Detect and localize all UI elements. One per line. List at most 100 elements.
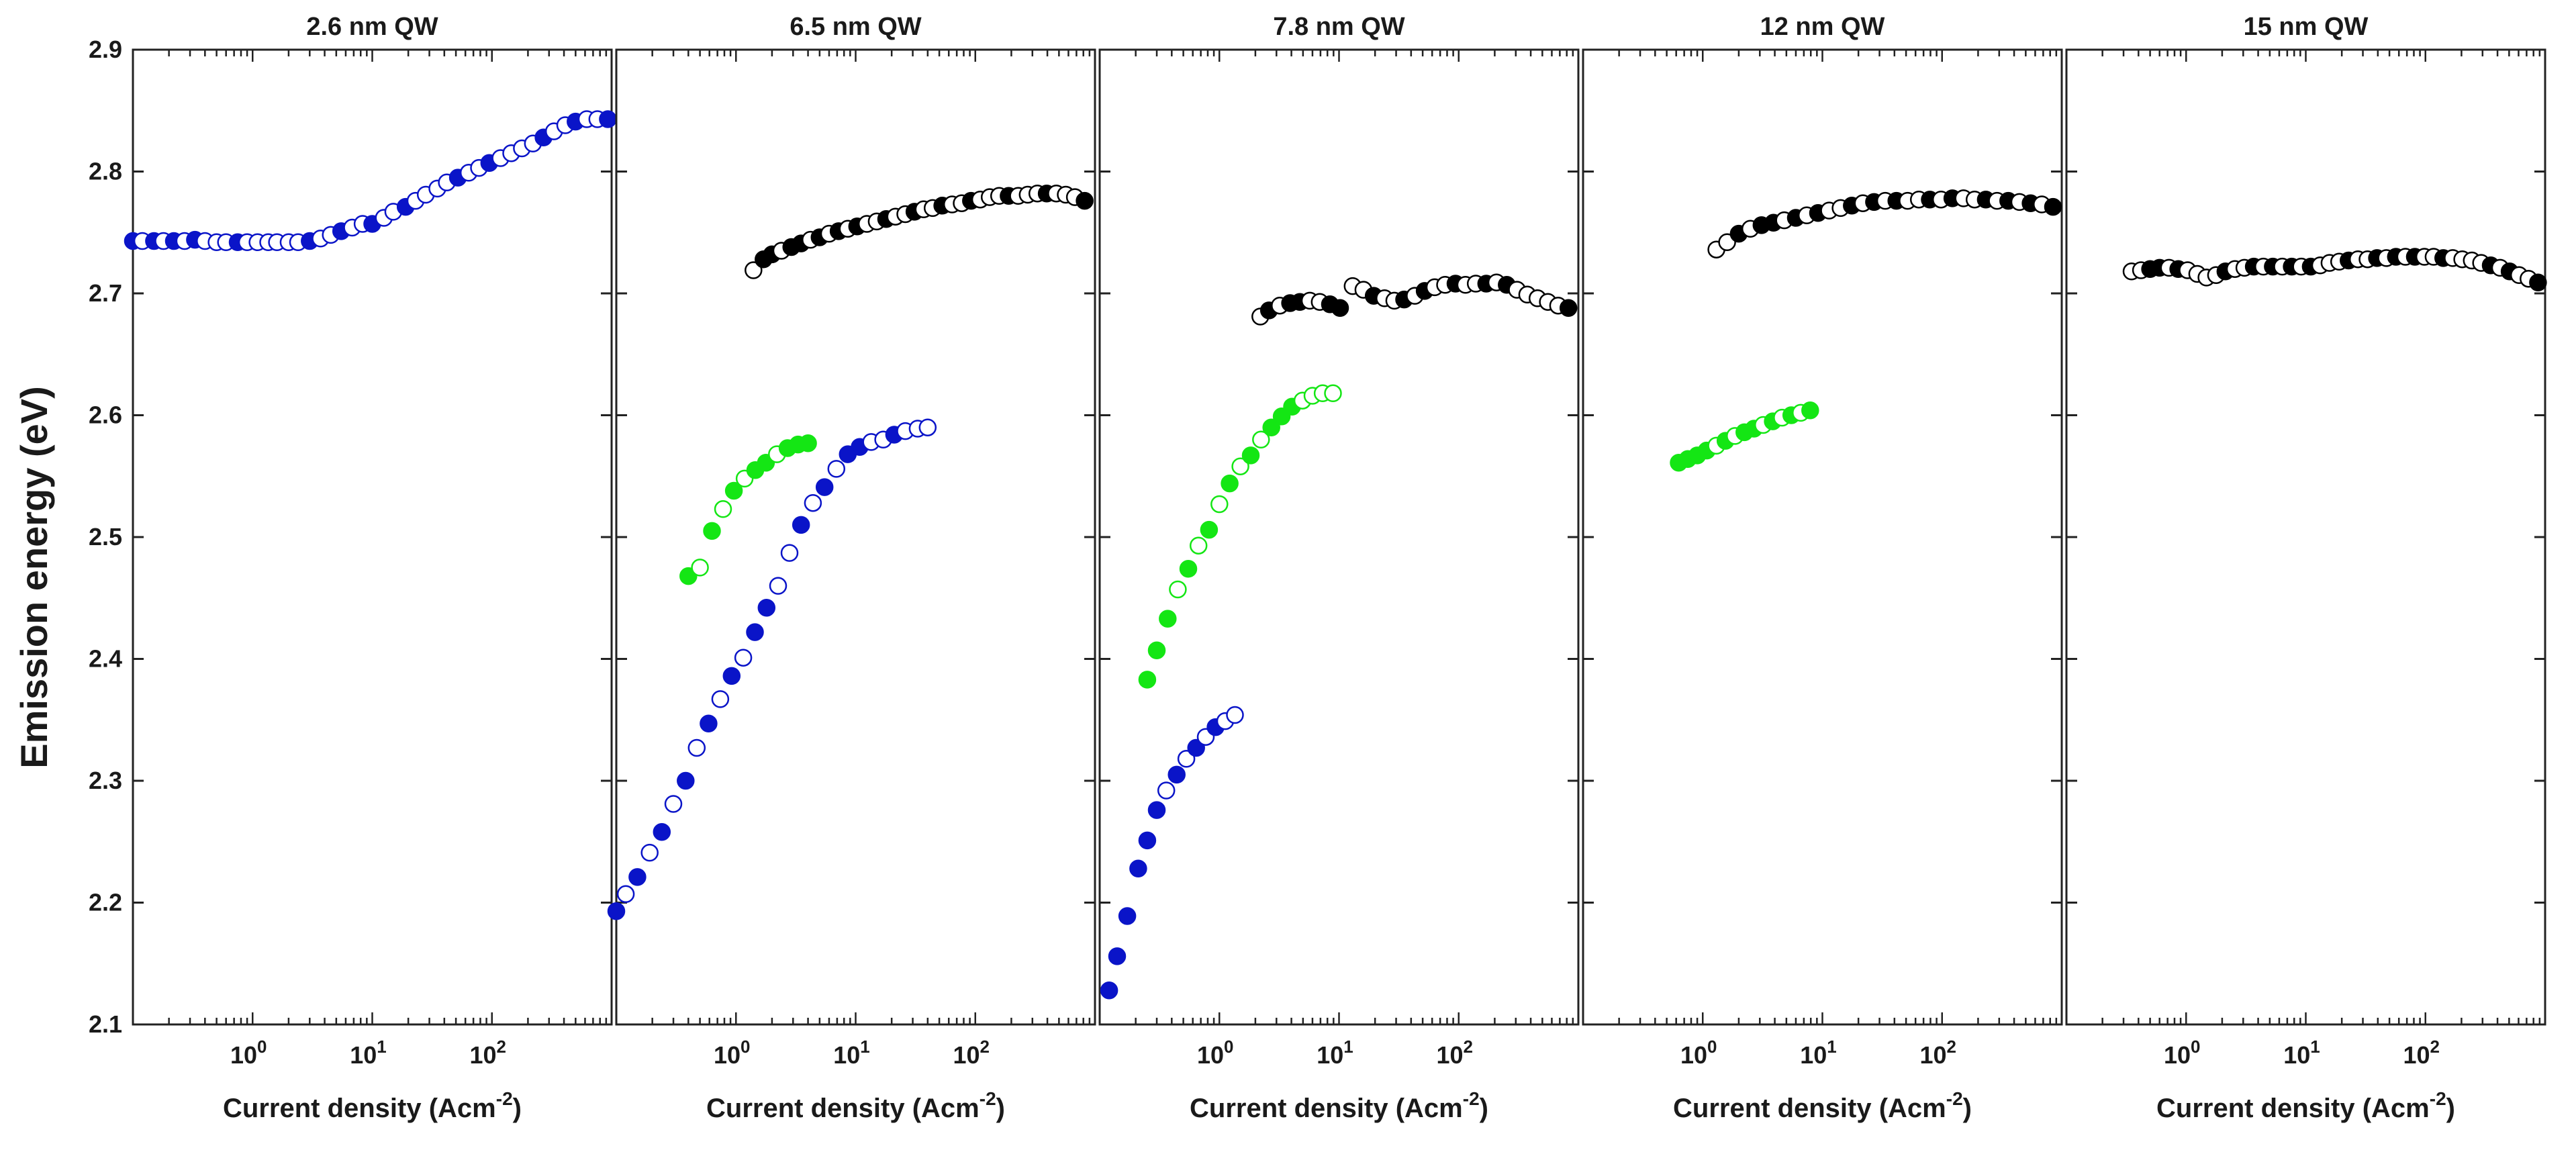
data-point bbox=[599, 110, 617, 128]
x-tick-label: 101 bbox=[1800, 1037, 1837, 1069]
y-tick-label: 2.5 bbox=[89, 523, 122, 550]
data-point bbox=[1167, 765, 1186, 784]
data-point bbox=[827, 460, 846, 478]
data-point bbox=[757, 599, 776, 617]
data-point bbox=[691, 559, 709, 577]
data-point bbox=[653, 822, 671, 841]
series-blue bbox=[607, 418, 937, 920]
x-tick-label: 102 bbox=[469, 1037, 506, 1069]
series-green bbox=[679, 434, 817, 585]
plot-frame bbox=[1098, 48, 1580, 1026]
panel-1: 2.6 nm QW 2.1 2.2 2.3 2.4 2.5 2.6 2.7 2.8 2.9 100 1… bbox=[89, 13, 617, 1123]
x-tick-label: 101 bbox=[2283, 1037, 2320, 1069]
data-point bbox=[1177, 750, 1196, 768]
x-tick-label: 101 bbox=[350, 1037, 387, 1069]
data-point bbox=[815, 478, 834, 496]
y-tick-label: 2.1 bbox=[89, 1010, 122, 1038]
y-tick-label: 2.3 bbox=[89, 767, 122, 794]
y-tick-label: 2.9 bbox=[89, 36, 122, 63]
data-point bbox=[1138, 671, 1157, 689]
y-tick-label: 2.2 bbox=[89, 889, 122, 916]
data-point bbox=[746, 623, 764, 641]
data-point bbox=[640, 843, 659, 862]
x-tick-label: 101 bbox=[833, 1037, 870, 1069]
data-point bbox=[1331, 299, 1349, 318]
data-point bbox=[1226, 706, 1244, 724]
data-point bbox=[1157, 781, 1176, 800]
data-point bbox=[1169, 580, 1187, 599]
data-point bbox=[1210, 495, 1229, 514]
data-point bbox=[1108, 947, 1127, 965]
y-tick-label: 2.4 bbox=[89, 645, 122, 673]
x-tick-label: 100 bbox=[2164, 1037, 2201, 1069]
x-tick-label: 100 bbox=[1680, 1037, 1717, 1069]
data-point bbox=[918, 418, 937, 436]
data-point bbox=[1076, 191, 1094, 210]
panel-title: 15 nm QW bbox=[2244, 13, 2369, 41]
x-axis-label: Current density (Acm-2) bbox=[1190, 1088, 1488, 1123]
panel-5: 15 nm QW 100 101 102 Current density (Acm-2) bbox=[2065, 13, 2547, 1123]
series-blue bbox=[124, 110, 617, 252]
data-point bbox=[1189, 536, 1208, 555]
data-point bbox=[734, 649, 753, 667]
x-axis-label: Current density (Acm-2) bbox=[1673, 1088, 1972, 1123]
data-point bbox=[1262, 418, 1280, 436]
data-point bbox=[1231, 457, 1249, 475]
x-tick-label: 100 bbox=[230, 1037, 267, 1069]
data-point bbox=[792, 516, 810, 534]
x-tick-label: 100 bbox=[714, 1037, 751, 1069]
data-point bbox=[677, 771, 695, 790]
series-blue bbox=[1100, 706, 1244, 1000]
data-point bbox=[804, 493, 822, 512]
data-point bbox=[628, 868, 647, 886]
data-point bbox=[745, 261, 763, 279]
data-point bbox=[687, 738, 706, 757]
data-point bbox=[607, 902, 626, 920]
data-point bbox=[1200, 520, 1219, 539]
data-point bbox=[724, 481, 743, 500]
data-point bbox=[1252, 430, 1270, 449]
series-black bbox=[1251, 273, 1578, 326]
data-point bbox=[1179, 559, 1198, 578]
data-point bbox=[711, 690, 730, 708]
x-tick-label: 102 bbox=[1436, 1037, 1473, 1069]
data-point bbox=[1147, 641, 1166, 660]
data-point bbox=[1801, 401, 1819, 420]
data-point bbox=[700, 714, 718, 732]
y-tick-label: 2.6 bbox=[89, 401, 122, 429]
y-tick-label: 2.8 bbox=[89, 158, 122, 185]
data-point bbox=[1147, 801, 1166, 819]
data-point bbox=[2044, 197, 2062, 216]
data-point bbox=[1118, 907, 1137, 925]
panel-title: 7.8 nm QW bbox=[1273, 13, 1404, 41]
data-point bbox=[722, 667, 741, 685]
x-tick-label: 102 bbox=[2403, 1037, 2440, 1069]
x-tick-label: 100 bbox=[1197, 1037, 1234, 1069]
data-point bbox=[799, 434, 817, 452]
series-black bbox=[1707, 189, 2062, 258]
x-tick-label: 101 bbox=[1317, 1037, 1353, 1069]
series-green bbox=[1670, 401, 1819, 472]
series-black bbox=[745, 184, 1094, 279]
data-point bbox=[1138, 831, 1157, 850]
data-point bbox=[1159, 610, 1177, 628]
panel-title: 2.6 nm QW bbox=[306, 13, 438, 41]
x-axis-label: Current density (Acm-2) bbox=[2156, 1088, 2455, 1123]
x-tick-label: 102 bbox=[953, 1037, 990, 1069]
data-point bbox=[703, 522, 721, 540]
plot-frame bbox=[2065, 48, 2546, 1026]
data-point bbox=[2529, 273, 2547, 291]
data-point bbox=[1241, 446, 1260, 465]
data-point bbox=[664, 795, 683, 813]
panel-2: 6.5 nm QW 100 101 102 Current density (Acm-2… bbox=[607, 13, 1096, 1123]
x-axis-label: Current density (Acm-2) bbox=[706, 1088, 1005, 1123]
series-black bbox=[2122, 248, 2547, 291]
panel-title: 6.5 nm QW bbox=[790, 13, 921, 41]
y-tick-label: 2.7 bbox=[89, 279, 122, 307]
series-green bbox=[1138, 384, 1342, 689]
x-tick-label: 102 bbox=[1919, 1037, 1956, 1069]
plot-frame bbox=[132, 48, 613, 1026]
panel-3: 7.8 nm QW 100 101 102 Current density (Acm-2… bbox=[1098, 13, 1580, 1123]
